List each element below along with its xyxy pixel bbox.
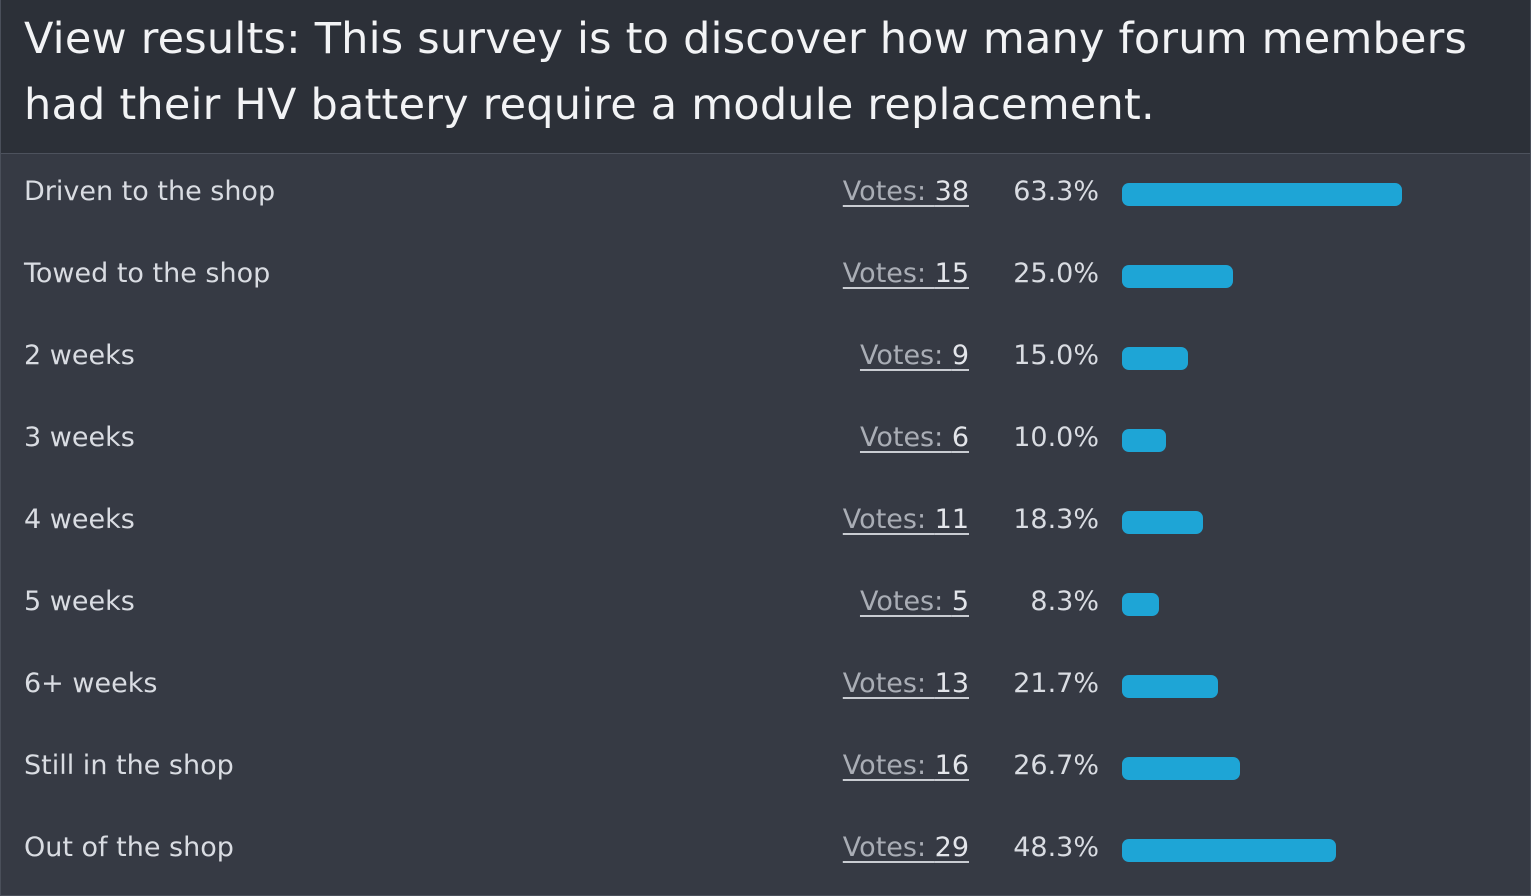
poll-option-label: Towed to the shop — [24, 258, 271, 289]
poll-option-row: Still in the shop Votes: 16 26.7% — [1, 728, 1530, 810]
percent-bar-track — [1122, 839, 1502, 862]
votes-count: 13 — [934, 668, 969, 699]
poll-option-row: Towed to the shop Votes: 15 25.0% — [1, 236, 1530, 318]
percent-text: 18.3% — [1013, 504, 1099, 535]
votes-count: 16 — [934, 750, 969, 781]
poll-header: View results: This survey is to discover… — [1, 0, 1530, 154]
votes-link[interactable]: Votes: 11 — [843, 502, 969, 538]
poll-options-list: Driven to the shop Votes: 38 63.3% Towed… — [1, 154, 1530, 892]
votes-count: 5 — [951, 586, 969, 617]
votes-count: 6 — [951, 422, 969, 453]
percent-bar-fill — [1122, 593, 1159, 616]
percent-bar-track — [1122, 265, 1502, 288]
percent-bar-track — [1122, 675, 1502, 698]
poll-option-label: Driven to the shop — [24, 176, 276, 207]
poll-option-label: Still in the shop — [24, 750, 234, 781]
percent-text: 10.0% — [1013, 422, 1099, 453]
votes-link[interactable]: Votes: 5 — [860, 584, 969, 620]
votes-link[interactable]: Votes: 15 — [843, 256, 969, 292]
votes-link[interactable]: Votes: 38 — [843, 174, 969, 210]
poll-option-label: 2 weeks — [24, 340, 135, 371]
poll-option-row: 5 weeks Votes: 5 8.3% — [1, 564, 1530, 646]
percent-bar-fill — [1122, 265, 1233, 288]
votes-link[interactable]: Votes: 9 — [860, 338, 969, 374]
poll-option-row: 3 weeks Votes: 6 10.0% — [1, 400, 1530, 482]
percent-bar-fill — [1122, 183, 1402, 206]
votes-count: 11 — [934, 504, 969, 535]
votes-count: 15 — [934, 258, 969, 289]
votes-prefix: Votes: — [842, 832, 935, 863]
percent-text: 15.0% — [1013, 340, 1099, 371]
percent-bar-fill — [1122, 429, 1166, 452]
percent-bar-fill — [1122, 511, 1203, 534]
poll-option-label: 4 weeks — [24, 504, 135, 535]
poll-option-row: 6+ weeks Votes: 13 21.7% — [1, 646, 1530, 728]
votes-prefix: Votes: — [859, 422, 952, 453]
poll-option-row: 2 weeks Votes: 9 15.0% — [1, 318, 1530, 400]
votes-prefix: Votes: — [842, 504, 935, 535]
poll-option-label: 3 weeks — [24, 422, 135, 453]
votes-count: 29 — [934, 832, 969, 863]
percent-bar-track — [1122, 429, 1502, 452]
poll-option-label: Out of the shop — [24, 832, 234, 863]
percent-bar-fill — [1122, 757, 1240, 780]
votes-prefix: Votes: — [842, 750, 935, 781]
percent-bar-fill — [1122, 839, 1336, 862]
votes-link[interactable]: Votes: 16 — [843, 748, 969, 784]
votes-link[interactable]: Votes: 29 — [843, 830, 969, 866]
percent-text: 8.3% — [1030, 586, 1099, 617]
percent-bar-track — [1122, 183, 1502, 206]
poll-option-row: 4 weeks Votes: 11 18.3% — [1, 482, 1530, 564]
percent-bar-track — [1122, 593, 1502, 616]
percent-text: 48.3% — [1013, 832, 1099, 863]
votes-prefix: Votes: — [842, 258, 935, 289]
poll-title: View results: This survey is to discover… — [24, 14, 1468, 130]
votes-count: 9 — [951, 340, 969, 371]
votes-prefix: Votes: — [842, 176, 935, 207]
percent-text: 25.0% — [1013, 258, 1099, 289]
votes-prefix: Votes: — [842, 668, 935, 699]
poll-option-row: Out of the shop Votes: 29 48.3% — [1, 810, 1530, 892]
percent-text: 21.7% — [1013, 668, 1099, 699]
percent-bar-fill — [1122, 675, 1218, 698]
votes-link[interactable]: Votes: 13 — [843, 666, 969, 702]
percent-text: 63.3% — [1013, 176, 1099, 207]
votes-count: 38 — [934, 176, 969, 207]
poll-option-label: 6+ weeks — [24, 668, 158, 699]
percent-bar-track — [1122, 347, 1502, 370]
percent-bar-track — [1122, 757, 1502, 780]
votes-prefix: Votes: — [859, 586, 952, 617]
poll-option-label: 5 weeks — [24, 586, 135, 617]
votes-link[interactable]: Votes: 6 — [860, 420, 969, 456]
percent-bar-fill — [1122, 347, 1188, 370]
percent-bar-track — [1122, 511, 1502, 534]
poll-option-row: Driven to the shop Votes: 38 63.3% — [1, 154, 1530, 236]
votes-prefix: Votes: — [859, 340, 952, 371]
percent-text: 26.7% — [1013, 750, 1099, 781]
